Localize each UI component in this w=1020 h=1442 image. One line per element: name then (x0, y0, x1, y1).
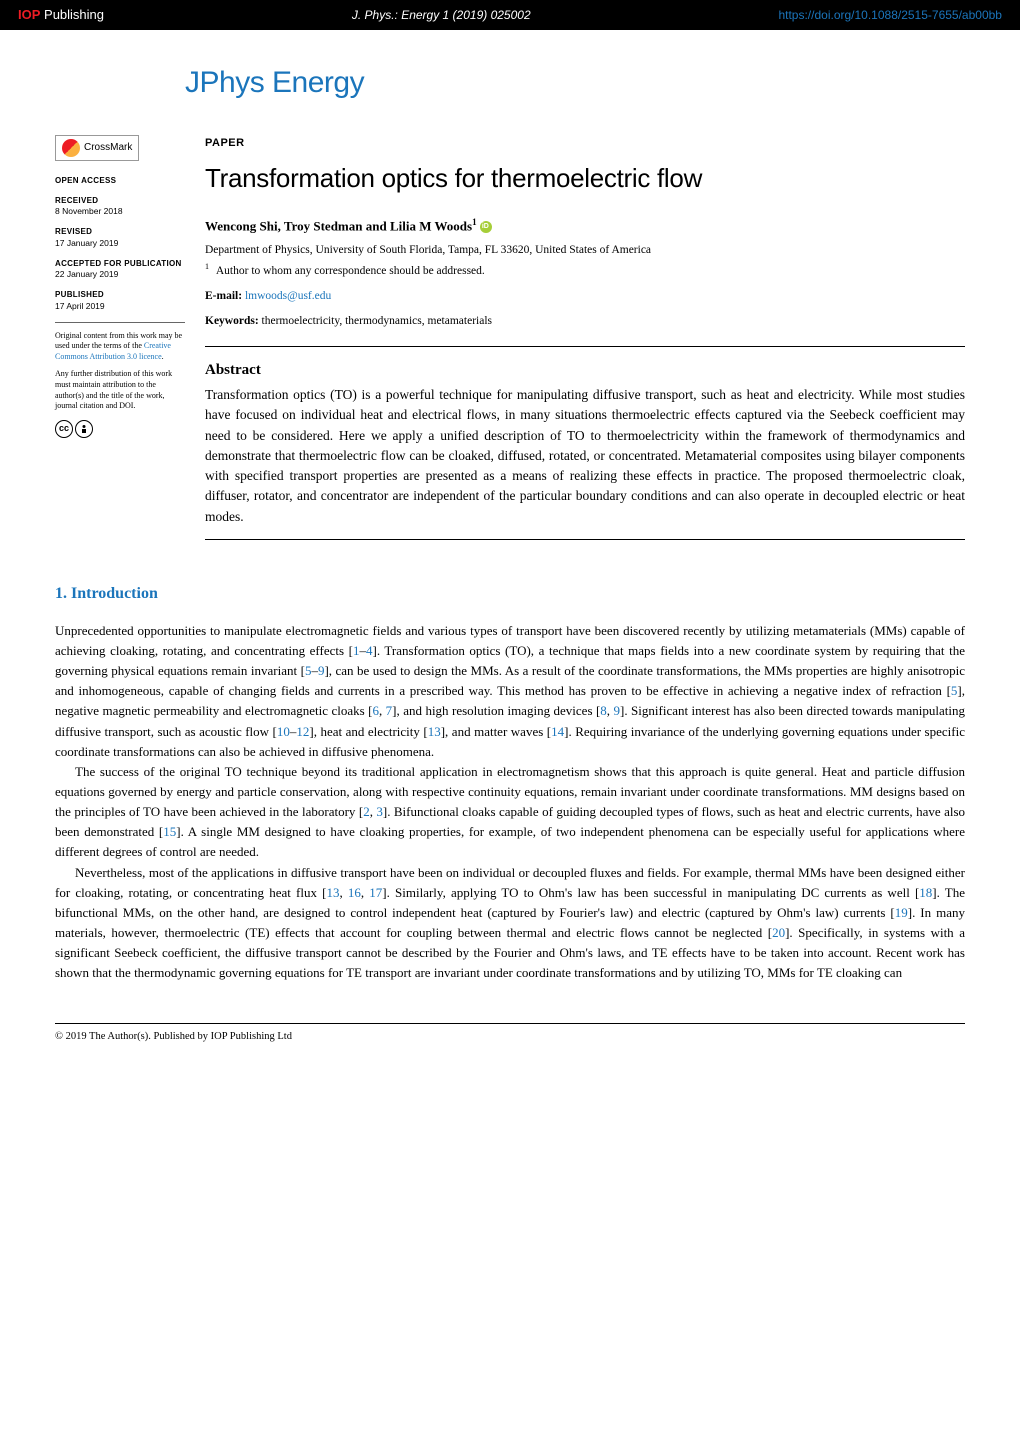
license-period: . (162, 352, 164, 361)
ref-link[interactable]: 15 (163, 824, 176, 839)
keywords-text: thermoelectricity, thermodynamics, metam… (262, 315, 492, 327)
divider (55, 322, 185, 323)
doi-link[interactable]: https://doi.org/10.1088/2515-7655/ab00bb (778, 6, 1002, 24)
ref-link[interactable]: 19 (895, 905, 908, 920)
two-column-layout: CrossMark OPEN ACCESS RECEIVED 8 Novembe… (55, 135, 965, 552)
ref-link[interactable]: 18 (919, 885, 932, 900)
intro-para-1: Unprecedented opportunities to manipulat… (55, 621, 965, 762)
crossmark-label: CrossMark (84, 140, 132, 155)
email-link[interactable]: lmwoods@usf.edu (245, 290, 331, 302)
cc-badge: cc (55, 420, 93, 438)
orcid-icon[interactable] (480, 221, 492, 233)
open-access-text: OPEN ACCESS (55, 176, 185, 186)
received-date: 8 November 2018 (55, 206, 185, 217)
authors-text: Wencong Shi, Troy Stedman and Lilia M Wo… (205, 218, 472, 233)
accepted-block: ACCEPTED FOR PUBLICATION 22 January 2019 (55, 259, 185, 280)
left-sidebar: CrossMark OPEN ACCESS RECEIVED 8 Novembe… (55, 135, 185, 552)
received-block: RECEIVED 8 November 2018 (55, 196, 185, 217)
accepted-label: ACCEPTED FOR PUBLICATION (55, 259, 185, 269)
paper-title: Transformation optics for thermoelectric… (205, 159, 965, 198)
email-label: E-mail: (205, 290, 245, 302)
correspondence-text: Author to whom any correspondence should… (216, 265, 485, 277)
paper-type-label: PAPER (205, 135, 965, 152)
published-label: PUBLISHED (55, 290, 185, 300)
keywords-line: Keywords: thermoelectricity, thermodynam… (205, 313, 965, 330)
revised-label: REVISED (55, 227, 185, 237)
ref-link[interactable]: 12 (296, 724, 309, 739)
copyright-footer: © 2019 The Author(s). Published by IOP P… (55, 1023, 965, 1045)
ref-link[interactable]: 17 (369, 885, 382, 900)
abstract-rule-top (205, 346, 965, 347)
open-access-label: OPEN ACCESS (55, 176, 185, 186)
correspondence-sup: 1 (205, 262, 209, 271)
published-date: 17 April 2019 (55, 301, 185, 312)
accepted-date: 22 January 2019 (55, 269, 185, 280)
ref-link[interactable]: 10 (277, 724, 290, 739)
revised-date: 17 January 2019 (55, 238, 185, 249)
ref-link[interactable]: 14 (551, 724, 564, 739)
section-heading-1: 1. Introduction (55, 582, 965, 606)
published-block: PUBLISHED 17 April 2019 (55, 290, 185, 311)
top-bar: IOP Publishing J. Phys.: Energy 1 (2019)… (0, 0, 1020, 30)
publisher-prefix: IOP (18, 7, 40, 22)
crossmark-icon (62, 139, 80, 157)
keywords-label: Keywords: (205, 315, 262, 327)
cc-icon: cc (55, 420, 73, 438)
affiliation: Department of Physics, University of Sou… (205, 242, 965, 259)
intro-para-2: The success of the original TO technique… (55, 762, 965, 863)
abstract-heading: Abstract (205, 359, 965, 382)
journal-name: JPhys Energy (185, 60, 965, 105)
revised-block: REVISED 17 January 2019 (55, 227, 185, 248)
abstract-body: Transformation optics (TO) is a powerful… (205, 385, 965, 527)
ref-link[interactable]: 13 (428, 724, 441, 739)
publisher-logo: IOP Publishing (18, 5, 104, 25)
journal-reference: J. Phys.: Energy 1 (2019) 025002 (352, 6, 531, 24)
authors: Wencong Shi, Troy Stedman and Lilia M Wo… (205, 216, 965, 236)
received-label: RECEIVED (55, 196, 185, 206)
correspondence-note: 1 Author to whom any correspondence shou… (205, 261, 965, 280)
abstract-rule-bottom (205, 539, 965, 540)
license-text: Original content from this work may be u… (55, 331, 185, 363)
author-sup: 1 (472, 217, 477, 227)
by-icon (75, 420, 93, 438)
publisher-suffix: Publishing (40, 7, 104, 22)
license-distribution: Any further distribution of this work mu… (55, 369, 185, 412)
ref-link[interactable]: 16 (348, 885, 361, 900)
intro-para-3: Nevertheless, most of the applications i… (55, 863, 965, 984)
email-line: E-mail: lmwoods@usf.edu (205, 288, 965, 305)
ref-link[interactable]: 20 (772, 925, 785, 940)
crossmark-badge[interactable]: CrossMark (55, 135, 139, 161)
main-content: PAPER Transformation optics for thermoel… (205, 135, 965, 552)
ref-link[interactable]: 13 (326, 885, 339, 900)
page-container: JPhys Energy CrossMark OPEN ACCESS RECEI… (0, 30, 1020, 1086)
